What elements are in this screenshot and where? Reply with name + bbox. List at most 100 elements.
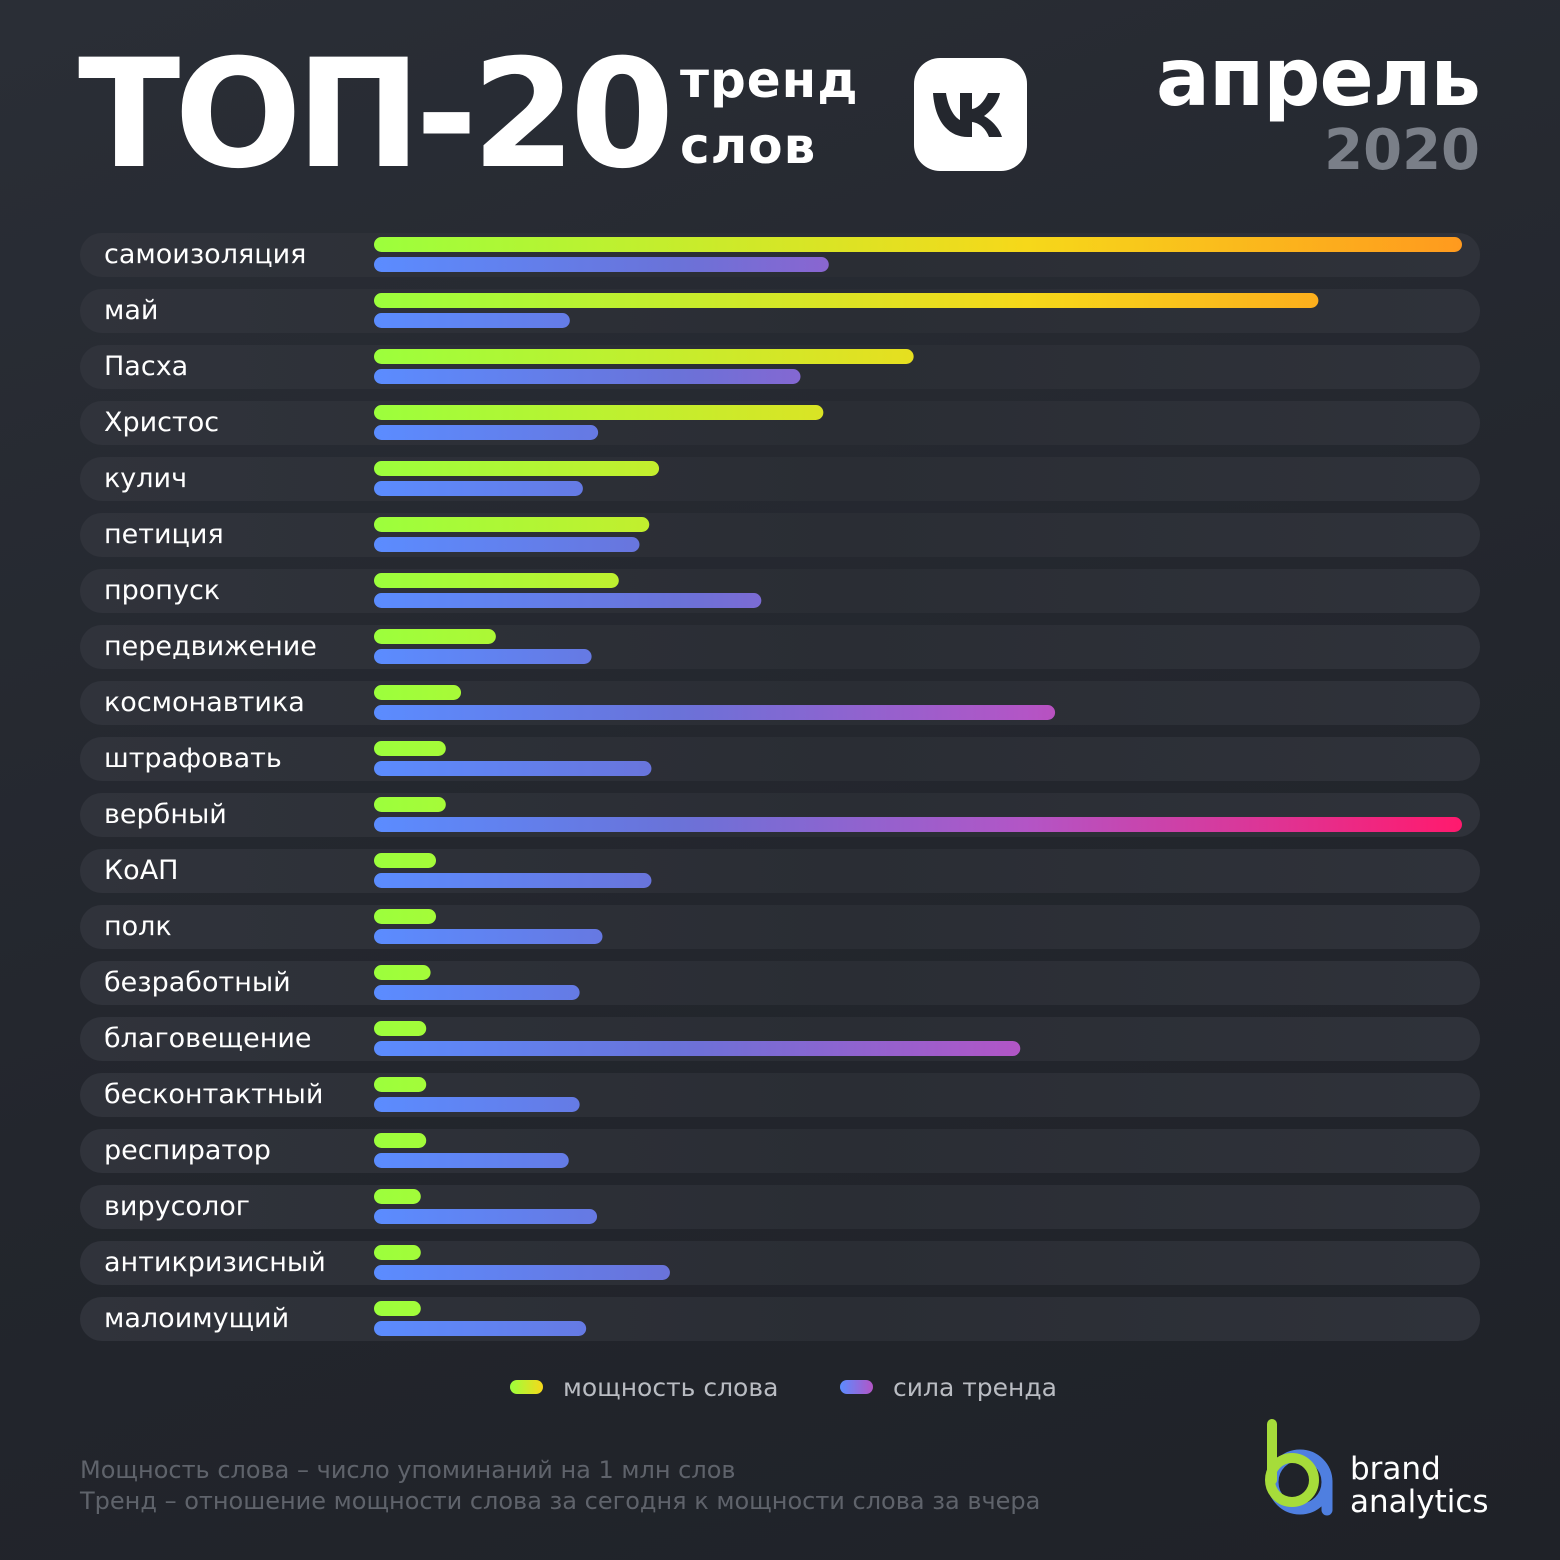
year-label: 2020 [1324,118,1480,183]
category-label: антикризисный [104,1247,326,1278]
row-background [80,1185,1480,1229]
power-bar [374,293,1319,308]
power-bar [374,461,660,476]
trend-bar [374,1041,1021,1056]
note-trend-definition: Тренд – отношение мощности слова за сего… [80,1487,1041,1515]
row-background [80,569,1480,613]
category-label: передвижение [104,631,317,662]
chart-row: пропуск [80,569,1480,613]
power-bar [374,629,496,644]
row-background [80,1129,1480,1173]
subtitle-line-2: слов [680,117,817,175]
category-label: пропуск [104,575,220,606]
category-label: космонавтика [104,687,305,718]
chart-row: малоимущий [80,1297,1480,1341]
legend-power-label: мощность слова [563,1372,779,1402]
row-background [80,737,1480,781]
power-bar [374,573,619,588]
row-background [80,905,1480,949]
category-label: штрафовать [104,743,282,774]
page-title: ТОП-20 [78,28,674,202]
category-label: безработный [104,967,291,998]
category-label: бесконтактный [104,1079,323,1110]
category-label: малоимущий [104,1303,289,1334]
chart-row: май [80,289,1480,333]
category-label: май [104,295,158,326]
chart-row: кулич [80,457,1480,501]
power-bar [374,1301,421,1316]
chart-row: петиция [80,513,1480,557]
trend-bar [374,1097,580,1112]
trend-bar [374,1153,569,1168]
power-bar [374,1245,421,1260]
legend-power: мощность слова [510,1372,778,1402]
trend-bar [374,593,762,608]
category-label: вербный [104,799,227,830]
month-label: апрель [1156,31,1481,124]
category-label: респиратор [104,1135,271,1166]
power-bar [374,517,650,532]
legend-trend-label: сила тренда [893,1372,1058,1402]
category-label: петиция [104,519,224,550]
category-label: полк [104,911,172,942]
chart-row: самоизоляция [80,233,1480,277]
row-background [80,457,1480,501]
trend-bar [374,985,580,1000]
chart-row: антикризисный [80,1241,1480,1285]
power-bar [374,237,1462,252]
trend-bar [374,649,592,664]
category-label: вирусолог [104,1191,250,1222]
power-bar [374,909,437,924]
trend-bar [374,537,640,552]
brand-name-line-1: brand [1350,1451,1441,1487]
row-background [80,849,1480,893]
trend-bar [374,313,570,328]
category-label: Пасха [104,351,188,382]
legend-power-swatch [510,1380,543,1394]
trend-bar [374,817,1462,832]
category-label: кулич [104,463,187,494]
power-bar [374,1021,427,1036]
trend-bar [374,1321,587,1336]
trend-bar [374,873,652,888]
trend-bar [374,425,599,440]
chart-row: бесконтактный [80,1073,1480,1117]
note-power-definition: Мощность слова – число упоминаний на 1 м… [80,1456,736,1484]
chart-row: безработный [80,961,1480,1005]
power-bar [374,405,824,420]
legend-trend: сила тренда [840,1372,1057,1402]
category-label: благовещение [104,1023,312,1054]
legend-trend-swatch [840,1380,873,1394]
row-background [80,1297,1480,1341]
chart-row: передвижение [80,625,1480,669]
power-bar [374,741,446,756]
power-bar [374,685,462,700]
category-label: Христос [104,407,219,438]
brand-analytics-logo-icon [1265,1419,1333,1516]
trend-bar [374,369,801,384]
chart-row: благовещение [80,1017,1480,1061]
power-bar [374,1189,421,1204]
vk-logo-icon [914,58,1027,171]
brand-name-line-2: analytics [1350,1484,1489,1520]
chart-row: вирусолог [80,1185,1480,1229]
trend-bar [374,257,829,272]
trend-bar [374,761,652,776]
category-label: самоизоляция [104,239,306,270]
power-bar [374,965,431,980]
row-background [80,513,1480,557]
category-label: КоАП [104,855,178,886]
subtitle-line-1: тренд [680,51,859,109]
power-bar [374,797,446,812]
power-bar [374,1133,427,1148]
power-bar [374,349,914,364]
trend-bar [374,1209,598,1224]
chart-row: Пасха [80,345,1480,389]
power-bar [374,1077,427,1092]
trend-bar [374,1265,670,1280]
chart-row: космонавтика [80,681,1480,725]
chart-row: вербный [80,793,1480,837]
trend-bar [374,705,1056,720]
power-bar [374,853,437,868]
